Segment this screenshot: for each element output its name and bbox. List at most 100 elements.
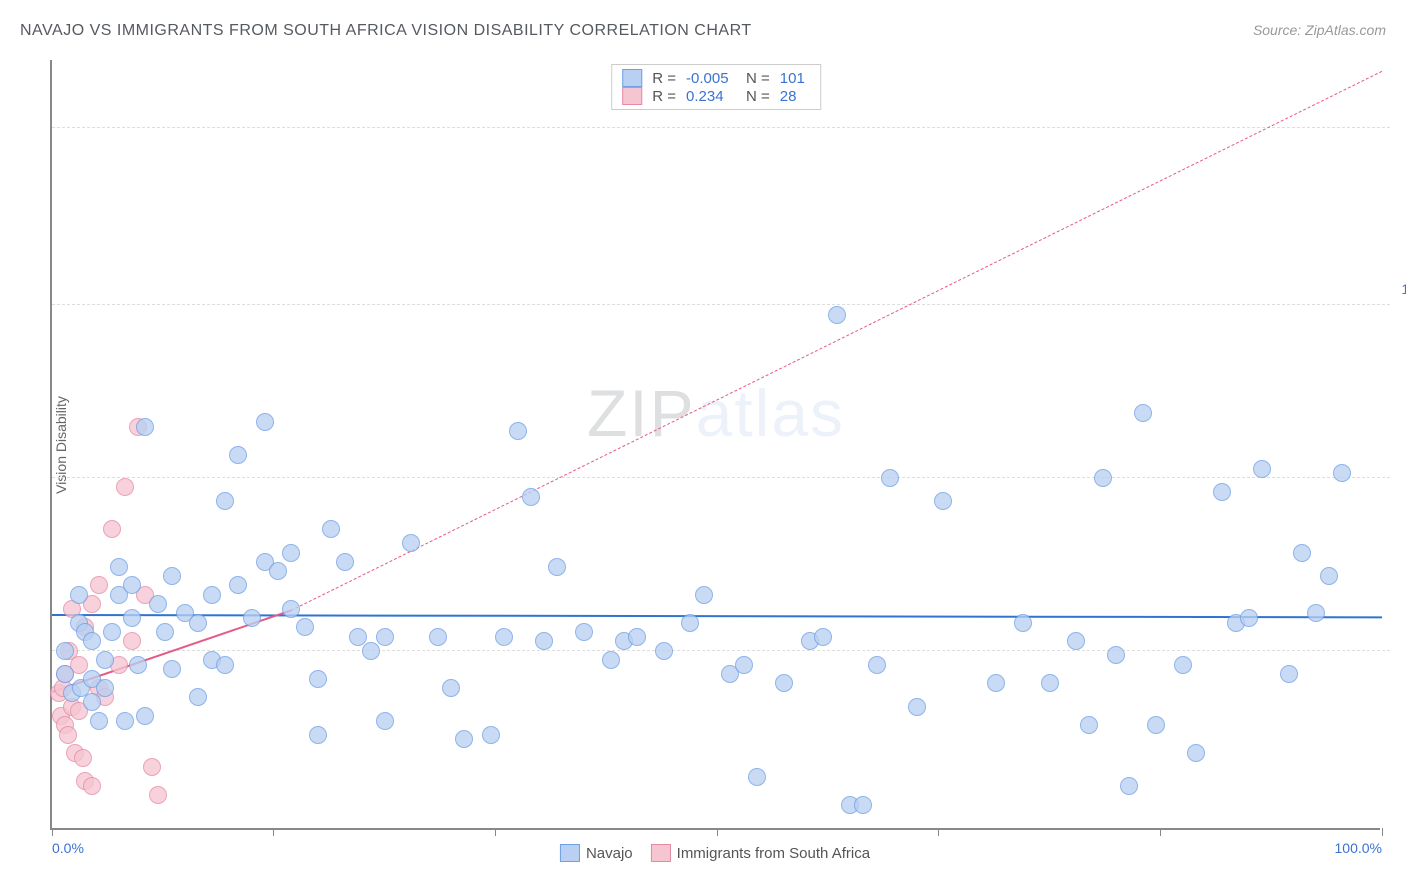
point-series1 (1174, 656, 1192, 674)
x-tick (52, 828, 53, 836)
point-series1 (156, 623, 174, 641)
point-series1 (243, 609, 261, 627)
point-series1 (189, 688, 207, 706)
point-series1 (575, 623, 593, 641)
point-series2 (116, 478, 134, 496)
point-series1 (775, 674, 793, 692)
gridline (52, 304, 1390, 305)
point-series1 (256, 413, 274, 431)
point-series1 (1014, 614, 1032, 632)
point-series1 (455, 730, 473, 748)
point-series1 (269, 562, 287, 580)
point-series1 (96, 651, 114, 669)
point-series1 (103, 623, 121, 641)
point-series1 (1307, 604, 1325, 622)
point-series1 (934, 492, 952, 510)
y-tick-label: 11.2% (1401, 281, 1406, 297)
point-series2 (90, 576, 108, 594)
point-series1 (535, 632, 553, 650)
point-series1 (1280, 665, 1298, 683)
point-series1 (376, 628, 394, 646)
legend-swatch (651, 844, 671, 862)
point-series1 (522, 488, 540, 506)
trendline-dashed (291, 71, 1382, 611)
legend-text: 101 (780, 70, 810, 87)
point-series1 (149, 595, 167, 613)
point-series1 (123, 576, 141, 594)
point-series1 (70, 586, 88, 604)
legend-item: Immigrants from South Africa (651, 844, 870, 862)
point-series1 (628, 628, 646, 646)
point-series1 (681, 614, 699, 632)
point-series1 (602, 651, 620, 669)
legend-text: 0.234 (686, 88, 736, 105)
point-series1 (908, 698, 926, 716)
point-series1 (56, 642, 74, 660)
point-series1 (1293, 544, 1311, 562)
point-series1 (987, 674, 1005, 692)
point-series1 (1187, 744, 1205, 762)
point-series2 (59, 726, 77, 744)
legend-label: Immigrants from South Africa (677, 845, 870, 862)
watermark-part1: ZIP (587, 376, 696, 450)
point-series1 (655, 642, 673, 660)
point-series1 (129, 656, 147, 674)
legend-text: R = (652, 88, 676, 105)
point-series1 (90, 712, 108, 730)
chart-area: Vision Disability ZIPatlas R =-0.005N =1… (50, 60, 1380, 830)
chart-title: NAVAJO VS IMMIGRANTS FROM SOUTH AFRICA V… (20, 22, 752, 40)
point-series2 (143, 758, 161, 776)
point-series1 (56, 665, 74, 683)
point-series2 (123, 632, 141, 650)
point-series1 (296, 618, 314, 636)
point-series1 (482, 726, 500, 744)
point-series1 (163, 567, 181, 585)
point-series1 (282, 600, 300, 618)
point-series1 (189, 614, 207, 632)
point-series1 (495, 628, 513, 646)
point-series1 (868, 656, 886, 674)
x-tick (273, 828, 274, 836)
point-series1 (83, 693, 101, 711)
x-tick-label: 0.0% (52, 840, 84, 856)
point-series1 (828, 306, 846, 324)
point-series1 (229, 446, 247, 464)
legend-swatch (622, 69, 642, 87)
watermark: ZIPatlas (587, 375, 845, 451)
point-series1 (881, 469, 899, 487)
point-series1 (548, 558, 566, 576)
gridline (52, 127, 1390, 128)
point-series1 (1067, 632, 1085, 650)
point-series1 (814, 628, 832, 646)
point-series1 (1107, 646, 1125, 664)
point-series1 (735, 656, 753, 674)
point-series1 (748, 768, 766, 786)
legend-text: 28 (780, 88, 810, 105)
point-series2 (83, 777, 101, 795)
point-series1 (83, 632, 101, 650)
point-series1 (336, 553, 354, 571)
point-series1 (1094, 469, 1112, 487)
point-series1 (96, 679, 114, 697)
point-series1 (1120, 777, 1138, 795)
point-series1 (402, 534, 420, 552)
point-series1 (429, 628, 447, 646)
point-series1 (229, 576, 247, 594)
legend-swatch (622, 87, 642, 105)
point-series1 (123, 609, 141, 627)
point-series1 (110, 558, 128, 576)
point-series1 (1253, 460, 1271, 478)
x-tick (1160, 828, 1161, 836)
point-series1 (216, 656, 234, 674)
point-series1 (136, 707, 154, 725)
legend-text: N = (746, 70, 770, 87)
point-series2 (149, 786, 167, 804)
x-tick-label: 100.0% (1335, 840, 1382, 856)
point-series1 (442, 679, 460, 697)
point-series1 (309, 670, 327, 688)
gridline (52, 650, 1390, 651)
point-series1 (309, 726, 327, 744)
point-series1 (216, 492, 234, 510)
header: NAVAJO VS IMMIGRANTS FROM SOUTH AFRICA V… (20, 22, 1386, 40)
point-series1 (1134, 404, 1152, 422)
